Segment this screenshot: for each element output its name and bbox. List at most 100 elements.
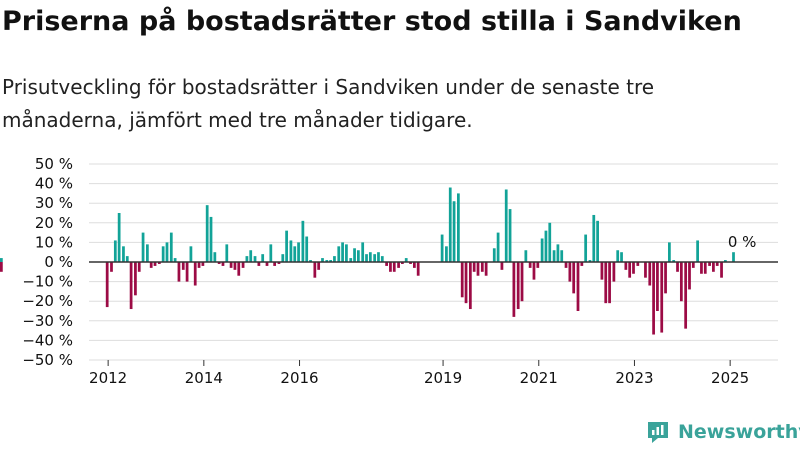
bar <box>445 246 448 262</box>
bar <box>500 262 504 270</box>
bar <box>660 262 664 333</box>
bar <box>201 262 205 266</box>
bar <box>389 262 392 272</box>
bar <box>476 262 480 276</box>
newsworthy-brand: Newsworthy <box>645 418 800 446</box>
bar <box>285 230 288 262</box>
bar <box>237 262 241 276</box>
bar <box>0 262 3 272</box>
bar <box>644 262 647 278</box>
bar <box>464 262 468 304</box>
bar <box>249 250 253 262</box>
x-tick-label: 2025 <box>711 369 749 387</box>
bar <box>544 230 548 262</box>
bar <box>233 262 237 270</box>
bar <box>404 258 408 262</box>
bar-series <box>0 187 735 335</box>
bar <box>492 248 496 262</box>
bar <box>712 262 715 272</box>
bar <box>289 240 293 262</box>
bar <box>189 246 193 262</box>
bar <box>528 262 532 268</box>
y-tick-label: −10 % <box>22 273 73 291</box>
bar <box>105 262 109 308</box>
bar <box>691 262 695 268</box>
bar <box>520 262 524 302</box>
bar <box>385 262 388 266</box>
y-tick-label: −30 % <box>22 312 73 330</box>
bar <box>536 262 540 268</box>
y-tick-label: 40 % <box>35 175 73 193</box>
bar <box>401 262 404 264</box>
bar <box>333 256 336 262</box>
bar <box>273 262 277 266</box>
bar <box>504 189 508 262</box>
bar <box>624 262 628 270</box>
bar <box>572 262 576 294</box>
y-tick-label: 20 % <box>35 214 73 232</box>
bar <box>225 244 229 262</box>
bar-chart: 50 % 40 %30 % 20 %10 % 0 % −10 %−20 % −30 %−4… <box>0 155 778 387</box>
bar <box>397 262 400 268</box>
bar <box>664 262 667 294</box>
bar <box>588 260 592 262</box>
bar <box>193 262 197 286</box>
bar <box>652 262 655 335</box>
y-tick-label: −40 % <box>22 331 73 349</box>
bar <box>564 262 568 268</box>
bar <box>301 220 305 262</box>
bar <box>213 252 217 262</box>
bar <box>317 262 321 270</box>
y-tick-label: 10 % <box>35 233 73 251</box>
bar <box>110 262 113 272</box>
bar <box>149 262 153 268</box>
bar <box>472 262 476 272</box>
y-tick-label: 30 % <box>35 194 73 212</box>
bar <box>608 262 611 304</box>
bar <box>261 254 265 262</box>
bar <box>684 262 688 329</box>
x-tick-label: 2023 <box>615 369 653 387</box>
bar <box>229 262 233 268</box>
bar <box>125 256 129 262</box>
latest-value-annotation: 0 % <box>728 233 757 251</box>
bar <box>568 262 572 282</box>
bar <box>632 262 635 274</box>
bar <box>620 252 623 262</box>
bar <box>512 262 516 317</box>
bar <box>177 262 181 282</box>
bar <box>584 234 588 262</box>
brand-name: Newsworthy <box>678 421 800 443</box>
bar <box>329 260 332 262</box>
bar <box>596 220 599 262</box>
bar <box>129 262 133 310</box>
bar <box>293 246 297 262</box>
bar <box>580 262 584 266</box>
bar <box>496 232 500 262</box>
bar <box>368 252 372 262</box>
bar <box>708 262 711 266</box>
bar <box>141 232 145 262</box>
bar <box>309 260 312 262</box>
bar <box>365 254 368 262</box>
bar <box>552 250 556 262</box>
bar <box>700 262 703 274</box>
bar <box>281 254 285 262</box>
bar <box>457 193 460 262</box>
x-axis: 2012 2014 2016 2019 2021 2023 2025 <box>89 360 749 387</box>
bar <box>357 250 360 262</box>
bar <box>221 262 225 266</box>
bar <box>540 238 544 262</box>
bar <box>305 236 309 262</box>
bar <box>137 262 141 272</box>
bar <box>113 240 117 262</box>
bar <box>656 262 659 311</box>
bar <box>696 240 699 262</box>
bar <box>409 262 412 264</box>
bar <box>134 262 137 296</box>
bar <box>592 214 596 262</box>
bar <box>679 262 683 302</box>
bar <box>169 232 173 262</box>
bar <box>117 213 121 262</box>
bar <box>337 246 341 262</box>
